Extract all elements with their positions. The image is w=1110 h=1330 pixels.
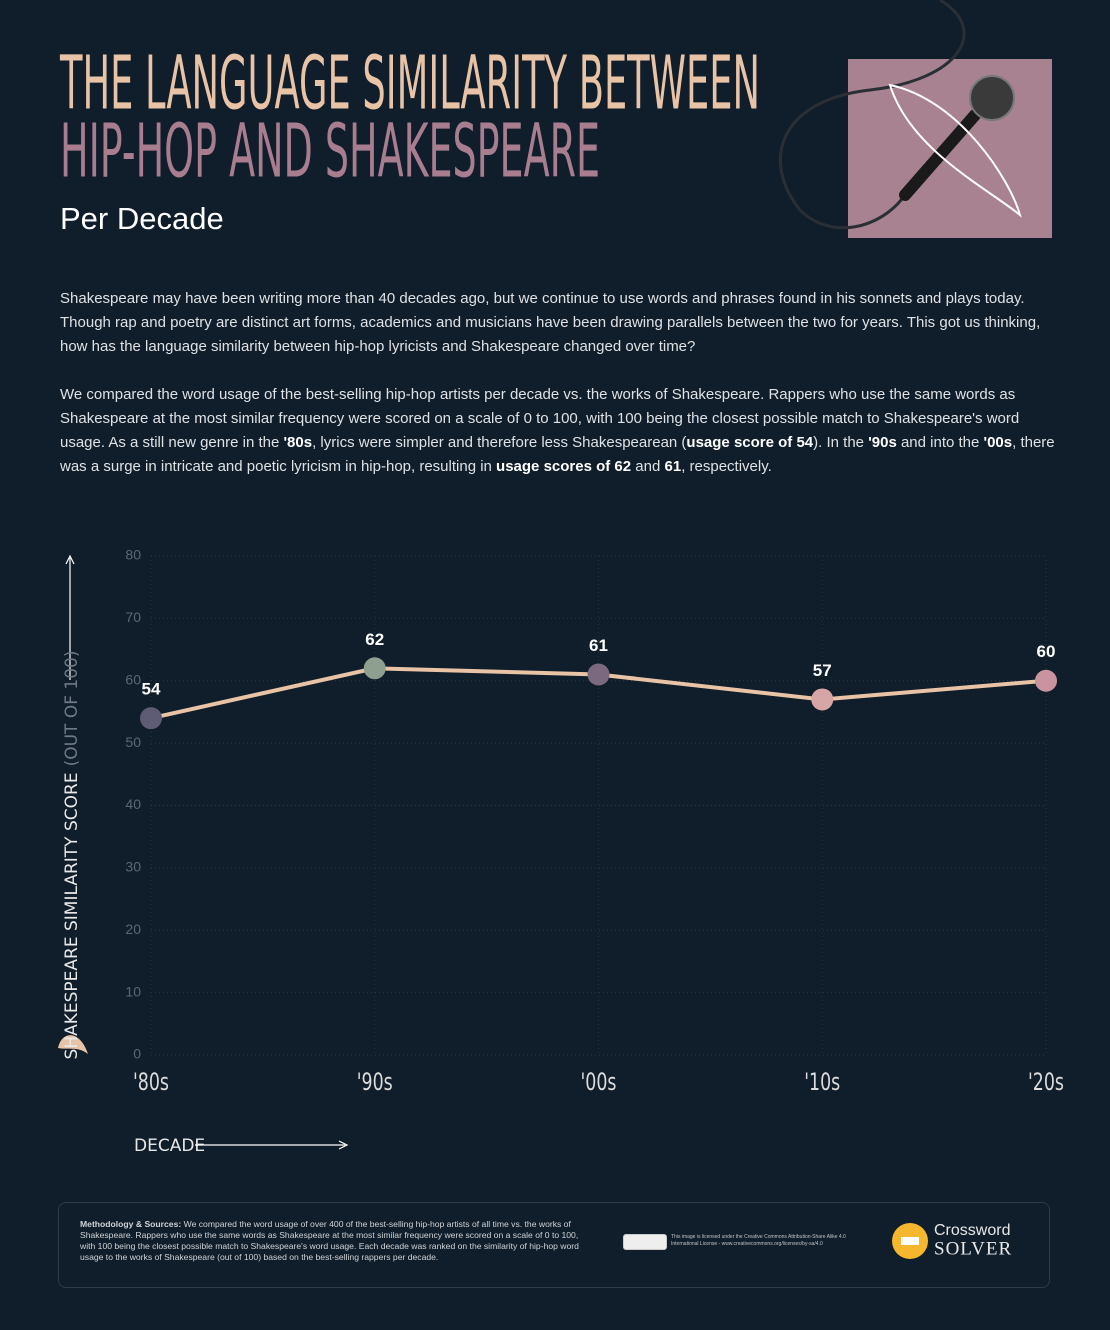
cc-badge: [623, 1234, 667, 1250]
point: [811, 688, 834, 711]
header: THE LANGUAGE SIMILARITY BETWEEN HIP-HOP …: [60, 0, 1052, 238]
point: [1035, 669, 1057, 692]
y-tick-label: 40: [125, 796, 141, 812]
y-tick-label: 0: [133, 1046, 141, 1062]
text-run: , respectively.: [681, 458, 772, 475]
footer-box: [58, 1202, 1050, 1288]
text-run: and into the: [896, 434, 984, 451]
y-axis-label: SHAKESPEARE SIMILARITY SCORE (OUT OF 100): [62, 651, 82, 1060]
feather-icon: [58, 1035, 88, 1054]
data-label: 62: [365, 630, 384, 649]
brand: Crossword SOLVER: [892, 1222, 1012, 1259]
data-label: 54: [142, 680, 161, 699]
cable: [778, 0, 966, 230]
bold-run: '80s: [283, 434, 313, 451]
y-tick-label: 20: [125, 921, 141, 937]
brand-bottom: SOLVER: [934, 1238, 1012, 1259]
mic-head: [969, 75, 1015, 121]
brand-logo-mark: [901, 1237, 919, 1245]
title-line1: THE LANGUAGE SIMILARITY BETWEEN: [60, 41, 760, 127]
y-tick-label: 10: [125, 983, 141, 999]
bold-run: usage score of 54: [686, 434, 814, 451]
x-tick-label: '90s: [357, 1068, 393, 1096]
intro-paragraph2: We compared the word usage of the best-s…: [60, 383, 1055, 479]
point: [140, 707, 162, 730]
text-run: ). In the: [813, 434, 869, 451]
text-run: , there was a surge in intricate and poe…: [60, 434, 1055, 475]
bold-run: 61: [664, 458, 682, 475]
bold-run: '90s: [868, 434, 897, 451]
methodology-text: We compared the word usage of over 400 o…: [80, 1219, 579, 1262]
x-tick-label: '80s: [133, 1068, 169, 1096]
methodology-title: Methodology & Sources:: [80, 1219, 182, 1229]
chart: SHAKESPEARE SIMILARITY SCORE (OUT OF 100)…: [58, 547, 1064, 1156]
text-run: , lyrics were simpler and therefore less…: [312, 434, 687, 451]
brand-top: Crossword: [934, 1222, 1010, 1239]
y-tick-label: 30: [125, 859, 141, 875]
y-axis-note: (OUT OF 100): [62, 651, 82, 767]
y-tick-label: 70: [125, 609, 141, 625]
license: This image is licensed under the Creativ…: [671, 1234, 846, 1247]
data-label: 60: [1037, 642, 1056, 661]
bold-run: '00s: [983, 434, 1013, 451]
data-label: 61: [589, 636, 608, 655]
y-axis-title: SHAKESPEARE SIMILARITY SCORE: [62, 772, 82, 1059]
title-line2: HIP-HOP AND SHAKESPEARE: [60, 109, 600, 195]
text-run: and: [631, 458, 665, 475]
subtitle: Per Decade: [60, 201, 224, 236]
feather: [888, 83, 1022, 218]
intro-paragraph1: Shakespeare may have been writing more t…: [60, 290, 1041, 355]
x-tick-label: '10s: [804, 1068, 840, 1096]
y-tick-label: 60: [125, 671, 141, 687]
y-axis-arrowhead: [65, 554, 75, 565]
y-tick-label: 80: [125, 547, 141, 563]
point: [363, 657, 386, 680]
methodology: Methodology & Sources: We compared the w…: [80, 1219, 595, 1263]
x-axis-arrowhead: [338, 1140, 349, 1150]
x-tick-label: '00s: [581, 1068, 617, 1096]
y-tick-label: 50: [125, 734, 141, 750]
text-run: We compared the word usage of the best-s…: [60, 386, 1020, 451]
x-tick-label: '20s: [1028, 1068, 1064, 1096]
data-label: 57: [813, 661, 832, 680]
x-axis-label: DECADE: [134, 1136, 205, 1156]
point: [587, 663, 610, 686]
bold-run: usage scores of 62: [496, 458, 632, 475]
